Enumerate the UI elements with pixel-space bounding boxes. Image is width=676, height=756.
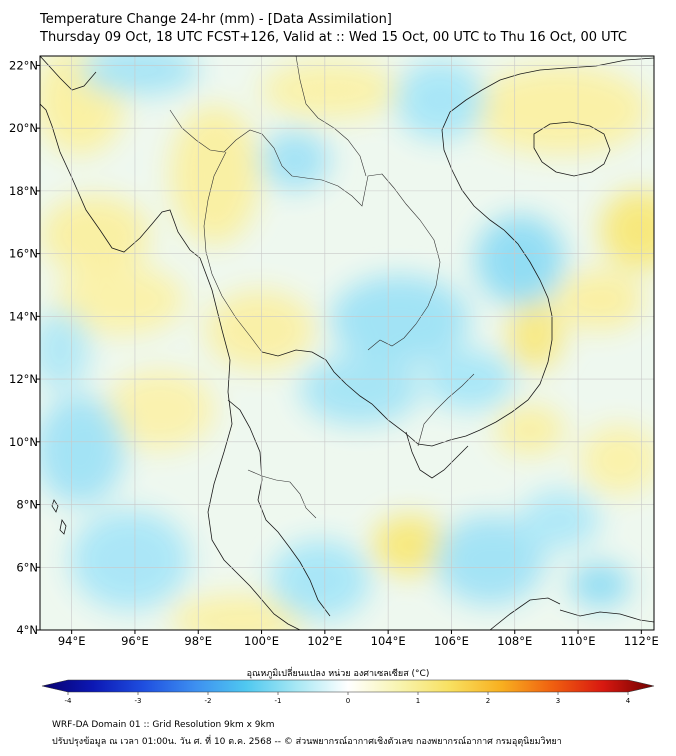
lat-tick-label: 12°N — [9, 372, 38, 386]
colorbar-tick-label: 0 — [346, 697, 350, 705]
lon-tick-label: 112°E — [624, 634, 659, 648]
colorbar-tick-label: 4 — [626, 697, 631, 705]
lat-tick-label: 14°N — [9, 309, 38, 323]
longitude-axis: 94°E 96°E 98°E 100°E 102°E 104°E 106°E 108°E 110… — [58, 630, 659, 648]
lat-tick-label: 8°N — [16, 498, 38, 512]
lon-tick-label: 106°E — [434, 634, 469, 648]
coastlines — [40, 56, 654, 630]
colorbar-tick-label: 2 — [486, 697, 490, 705]
colorbar-ticks: -4 -3 -2 -1 0 1 2 3 4 — [65, 692, 631, 705]
colorbar-title: อุณหภูมิเปลี่ยนแปลง หน่วย องศาเซลเซียส (… — [246, 669, 430, 679]
footer-update-info: ปรับปรุงข้อมูล ณ เวลา 01:00น. วัน ศ. ที่… — [52, 737, 562, 747]
plot-frame — [39, 55, 655, 631]
lat-tick-label: 16°N — [9, 247, 38, 261]
colorbar-tick-label: 3 — [556, 697, 560, 705]
lat-tick-label: 18°N — [9, 184, 38, 198]
lon-tick-label: 104°E — [371, 634, 406, 648]
lon-tick-label: 108°E — [497, 634, 532, 648]
lon-tick-label: 96°E — [121, 634, 149, 648]
lon-tick-label: 110°E — [561, 634, 596, 648]
temperature-field — [40, 56, 654, 630]
footer-grid-info: WRF-DA Domain 01 :: Grid Resolution 9km … — [52, 720, 275, 730]
lat-tick-label: 4°N — [16, 623, 38, 637]
lon-tick-label: 102°E — [307, 634, 342, 648]
lat-tick-label: 6°N — [16, 560, 38, 574]
colorbar-tick-label: 1 — [416, 697, 420, 705]
colorbar-tick-label: -1 — [275, 697, 282, 705]
lon-tick-label: 94°E — [58, 634, 86, 648]
colorbar-tick-label: -2 — [205, 697, 212, 705]
map-title: Temperature Change 24-hr (mm) - [Data As… — [40, 12, 392, 27]
colorbar: -4 -3 -2 -1 0 1 2 3 4 — [41, 679, 655, 705]
map-subtitle: Thursday 09 Oct, 18 UTC FCST+126, Valid … — [40, 30, 627, 45]
colorbar-tick-label: -4 — [65, 697, 73, 705]
lat-tick-label: 10°N — [9, 435, 38, 449]
colorbar-tick-label: -3 — [135, 697, 142, 705]
graticule — [40, 56, 654, 630]
lon-tick-label: 100°E — [244, 634, 279, 648]
latitude-axis: 22°N 20°N 18°N 16°N 14°N 12°N 10°N 8°N 6°N 4°N — [9, 58, 40, 637]
lon-tick-label: 98°E — [184, 634, 212, 648]
colorbar-bar — [41, 679, 655, 693]
lat-tick-label: 22°N — [9, 58, 38, 72]
lat-tick-label: 20°N — [9, 121, 38, 135]
country-borders — [169, 56, 475, 519]
